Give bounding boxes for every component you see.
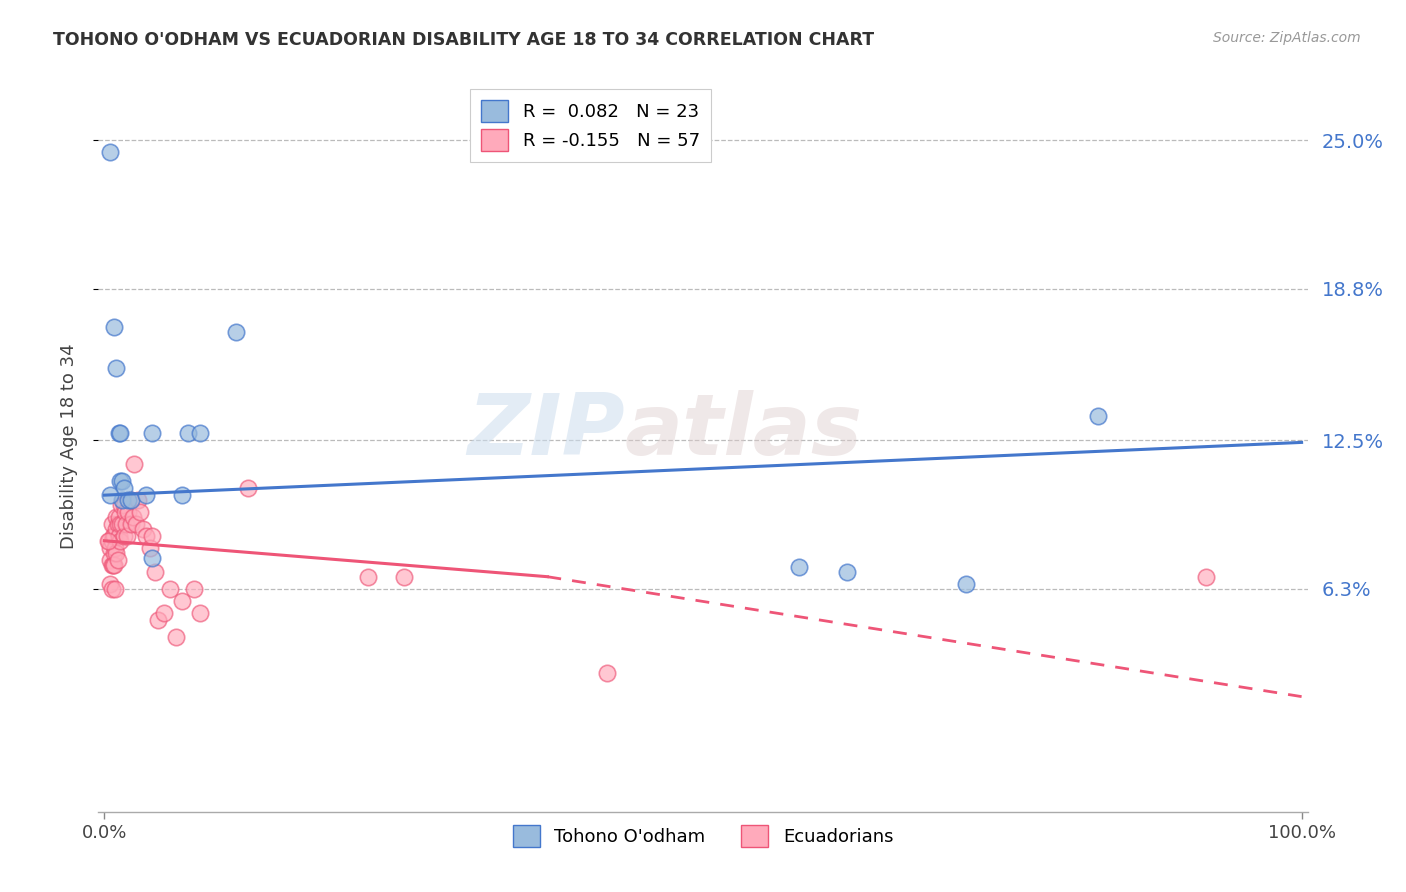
Point xyxy=(110,498,132,512)
Point xyxy=(172,488,194,502)
Point xyxy=(188,425,211,440)
Point xyxy=(112,498,135,512)
Point xyxy=(183,582,205,596)
Point xyxy=(100,488,122,502)
Text: ZIP: ZIP xyxy=(467,390,624,473)
Point xyxy=(100,553,122,567)
Point xyxy=(1087,409,1109,423)
Point xyxy=(135,488,157,502)
Point xyxy=(100,577,122,591)
Point xyxy=(100,145,122,160)
Point xyxy=(101,558,124,572)
Point xyxy=(787,560,810,574)
Point xyxy=(101,529,124,543)
Point xyxy=(115,529,138,543)
Point xyxy=(108,425,131,440)
Point xyxy=(143,565,166,579)
Point xyxy=(120,492,142,507)
Point xyxy=(98,533,121,548)
Point xyxy=(357,570,380,584)
Point xyxy=(104,541,127,555)
Text: Source: ZipAtlas.com: Source: ZipAtlas.com xyxy=(1213,31,1361,45)
Text: atlas: atlas xyxy=(624,390,862,473)
Point xyxy=(107,509,129,524)
Point xyxy=(139,541,162,555)
Point xyxy=(188,606,211,620)
Point xyxy=(111,492,134,507)
Point xyxy=(111,474,134,488)
Point xyxy=(100,558,122,572)
Point xyxy=(835,565,858,579)
Point xyxy=(236,481,259,495)
Point xyxy=(135,529,157,543)
Point xyxy=(122,509,145,524)
Y-axis label: Disability Age 18 to 34: Disability Age 18 to 34 xyxy=(59,343,77,549)
Point xyxy=(129,505,152,519)
Point xyxy=(100,541,122,555)
Point xyxy=(120,516,142,531)
Point xyxy=(97,533,120,548)
Point xyxy=(103,558,125,572)
Point xyxy=(392,570,415,584)
Point xyxy=(148,613,170,627)
Text: TOHONO O'ODHAM VS ECUADORIAN DISABILITY AGE 18 TO 34 CORRELATION CHART: TOHONO O'ODHAM VS ECUADORIAN DISABILITY … xyxy=(53,31,875,49)
Point xyxy=(115,516,138,531)
Point xyxy=(108,474,131,488)
Point xyxy=(955,577,977,591)
Point xyxy=(104,582,127,596)
Point xyxy=(1195,570,1218,584)
Point xyxy=(172,593,194,607)
Point xyxy=(107,553,129,567)
Point xyxy=(105,546,128,560)
Point xyxy=(108,516,131,531)
Point xyxy=(120,492,142,507)
Point xyxy=(141,425,163,440)
Point xyxy=(124,516,146,531)
Point xyxy=(108,533,131,548)
Point xyxy=(105,361,128,376)
Point xyxy=(103,546,125,560)
Point xyxy=(117,505,139,519)
Point xyxy=(107,516,129,531)
Point xyxy=(225,325,247,339)
Point xyxy=(103,529,125,543)
Point xyxy=(165,630,187,644)
Point xyxy=(153,606,176,620)
Point xyxy=(112,529,135,543)
Point xyxy=(127,492,149,507)
Point xyxy=(107,529,129,543)
Point xyxy=(124,457,146,471)
Point xyxy=(105,509,128,524)
Legend: Tohono O'odham, Ecuadorians: Tohono O'odham, Ecuadorians xyxy=(505,817,901,854)
Point xyxy=(596,665,619,680)
Point xyxy=(103,320,125,334)
Point xyxy=(132,522,155,536)
Point xyxy=(100,533,122,548)
Point xyxy=(114,505,136,519)
Point xyxy=(112,481,135,495)
Point xyxy=(117,492,139,507)
Point xyxy=(141,529,163,543)
Point xyxy=(141,550,163,565)
Point xyxy=(105,522,128,536)
Point xyxy=(100,516,122,531)
Point xyxy=(159,582,181,596)
Point xyxy=(111,516,134,531)
Point xyxy=(100,582,122,596)
Point xyxy=(177,425,200,440)
Point xyxy=(107,425,129,440)
